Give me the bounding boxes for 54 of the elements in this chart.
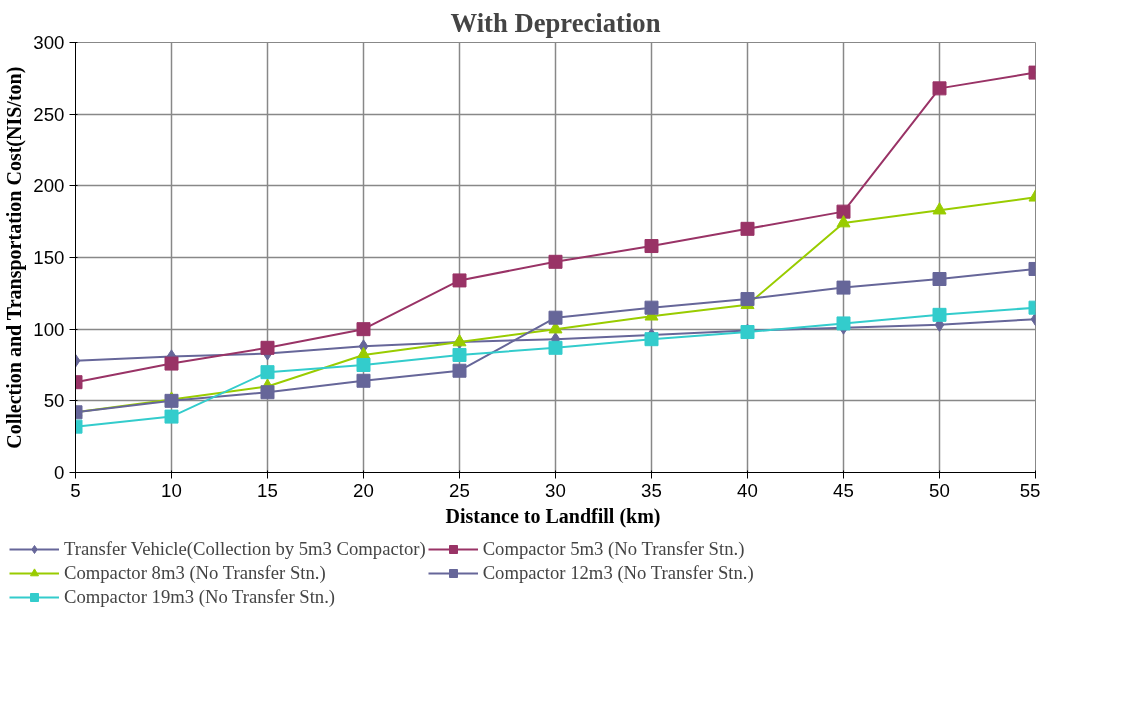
point [932,272,947,286]
legend-label: Compactor 19m3 (No Transfer Stn.) [64,586,336,608]
y-axis-title: Collection and Transportation Cost(NIS/ton) [3,66,27,449]
point [836,316,851,331]
point [836,204,851,219]
point [548,340,563,355]
point [932,202,947,215]
y-tick-label: 250 [33,103,65,125]
point [644,239,659,254]
legend-label: Compactor 5m3 (No Transfer Stn.) [482,538,745,560]
y-tick-label: 300 [33,32,65,53]
chart-title: With Depreciation [450,7,661,38]
legend-label: Transfer Vehicle(Collection by 5m3 Compactor) [64,538,426,560]
x-tick-label: 15 [257,479,278,501]
point [644,300,659,315]
x-tick-label: 35 [641,479,662,501]
point [932,81,947,96]
x-axis-title: Distance to Landfill (km) [445,504,661,528]
point [260,340,275,355]
x-tick-label: 20 [353,479,374,501]
y-tick-label: 0 [54,462,65,483]
y-tick-label: 200 [33,175,65,197]
x-tick-label: 50 [929,479,950,501]
point [740,221,755,236]
x-tick-label: 40 [737,479,758,501]
x-tick-label: 10 [161,479,182,501]
point [836,215,851,228]
x-tick-label: 5 [70,479,81,501]
point [356,373,371,388]
point [644,332,659,347]
legend-label: Compactor 8m3 (No Transfer Stn.) [64,562,326,584]
legend-label: Compactor 12m3 (No Transfer Stn.) [482,562,754,584]
point [548,310,563,325]
point [548,254,563,269]
point [932,307,947,322]
x-tick-label: 30 [545,479,566,501]
x-tick-label: 25 [449,479,470,501]
x-tick-label: 45 [833,479,854,501]
point [164,393,179,408]
x-tick-label: 55 [1019,479,1041,501]
point [260,365,275,380]
y-tick-label: 50 [43,390,65,412]
point [164,356,179,371]
point [452,347,467,362]
y-tick-label: 150 [33,247,65,268]
point [356,322,371,337]
point [452,273,467,288]
point [260,385,275,400]
point [164,409,179,424]
point [740,292,755,307]
y-tick-label: 100 [33,318,65,340]
point [836,280,851,295]
point [452,363,467,378]
point [356,358,371,372]
